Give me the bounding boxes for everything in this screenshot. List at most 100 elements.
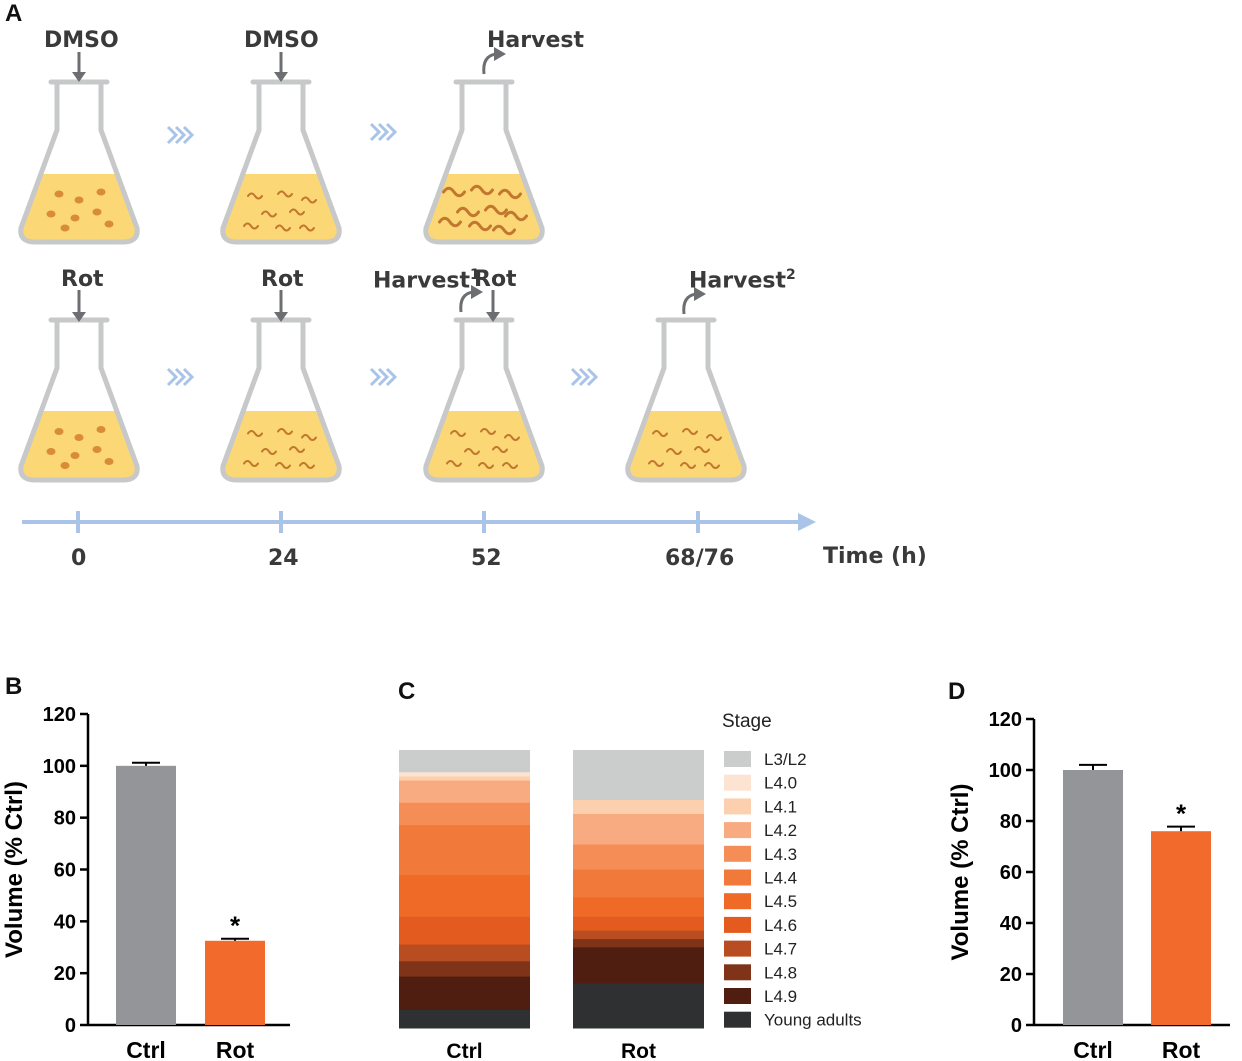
flask-label-dmso-1: DMSO <box>44 28 119 53</box>
chart-c-segment-ctrl-l4-8 <box>399 961 530 978</box>
worm-icon <box>301 434 317 441</box>
chevron-icon <box>369 367 382 387</box>
worm-icon <box>504 434 520 441</box>
chevron-icon <box>182 367 195 387</box>
chart-b-ylabel: Volume (% Ctrl) <box>1 781 28 958</box>
rot-arrow-2 <box>274 312 288 322</box>
chart-d-ytick-label: 20 <box>1000 964 1022 986</box>
chart-c-segment-ctrl-l4-5 <box>399 875 530 918</box>
egg-icon <box>70 452 80 459</box>
chart-c-legend-swatch <box>724 869 751 886</box>
chart-d-ylabel: Volume (% Ctrl) <box>947 784 974 961</box>
flask-liquid <box>427 411 541 478</box>
chart-c-legend-swatch <box>724 988 751 1004</box>
chevron-icon <box>377 122 390 142</box>
worm-icon <box>438 216 462 228</box>
chart-c-legend-swatch <box>724 916 751 933</box>
worm-icon <box>704 462 720 469</box>
flask-label-dmso-2: DMSO <box>244 28 319 53</box>
chevron-icon <box>385 122 398 142</box>
flask-label-rot-2: Rot <box>261 267 304 292</box>
worm-icon <box>648 460 664 467</box>
egg-icon <box>104 458 114 465</box>
worm-icon <box>247 430 263 437</box>
chevron-icon <box>377 367 390 387</box>
chart-c-segment-rot-young-adults <box>573 983 704 1029</box>
chart-c-segment-rot-l4-3 <box>573 844 704 871</box>
worm-icon <box>247 192 263 200</box>
chart-c-segment-ctrl-l4-4 <box>399 825 530 876</box>
worm-icon <box>706 434 722 441</box>
chart-c-legend-label: L4.5 <box>764 892 797 911</box>
chart-c-legend-label: L4.9 <box>764 987 797 1006</box>
dmso-arrow-2 <box>274 72 288 82</box>
worm-icon <box>480 428 496 435</box>
harvest-arrow <box>494 47 506 61</box>
chart-c-legend-swatch <box>724 964 751 981</box>
rot-arrow-1 <box>72 312 86 322</box>
chevron-bottom-1 <box>166 367 195 387</box>
chart-b-bar-ctrl <box>116 765 176 1025</box>
chart-b-significance-rot: * <box>230 911 241 941</box>
flask-bottom-68 <box>625 317 747 483</box>
chevron-top-2 <box>369 122 398 142</box>
egg-icon <box>92 208 102 216</box>
flask-liquid <box>224 411 338 478</box>
time-axis-arrowhead <box>798 513 816 531</box>
chart-c-legend-label: L3/L2 <box>764 750 807 769</box>
chart-d-ytick-label: 100 <box>989 760 1022 782</box>
chart-c-category-rot: Rot <box>621 1040 656 1061</box>
worm-icon <box>502 462 518 469</box>
chart-c-legend-title: Stage <box>722 711 772 732</box>
chart-c-legend-swatch <box>724 751 751 767</box>
flask-liquid <box>427 174 541 240</box>
chevron-bottom-2 <box>369 367 398 387</box>
chart-c-legend-label: L4.8 <box>764 963 797 982</box>
chart-c-legend-label: L4.6 <box>764 916 797 935</box>
worm-icon <box>261 448 277 455</box>
time-tick-0: 0 <box>71 546 87 571</box>
chevron-bottom-3 <box>570 367 599 387</box>
worm-icon <box>470 184 494 196</box>
chart-c-segment-ctrl-l4-3 <box>399 802 530 826</box>
dmso-arrow-1 <box>72 72 86 82</box>
chart-c-segment-ctrl-l4-7 <box>399 944 530 962</box>
worm-icon <box>478 462 494 469</box>
worm-icon <box>277 190 293 198</box>
chevron-icon <box>174 367 187 387</box>
worm-icon <box>694 446 710 453</box>
chart-b-ytick-label: 60 <box>54 860 76 882</box>
chevron-top-1 <box>166 125 195 145</box>
flask-bottom-24 <box>220 317 342 483</box>
worm-icon <box>442 186 466 198</box>
worm-icon <box>261 210 277 218</box>
worm-icon <box>682 428 698 435</box>
chart-c-segment-ctrl-l4-1 <box>399 776 530 782</box>
chart-c-category-ctrl: Ctrl <box>446 1040 482 1061</box>
worm-icon <box>450 430 466 437</box>
harvest1-arrow-shaft <box>459 290 474 313</box>
flask-outline <box>18 320 140 483</box>
egg-icon <box>54 428 64 435</box>
egg-icon <box>74 196 84 204</box>
time-tick-68-76: 68/76 <box>665 546 735 571</box>
flask-liquid <box>224 174 338 240</box>
chart-b-ytick-label: 0 <box>65 1015 76 1037</box>
worm-icon <box>666 448 682 455</box>
worm-icon <box>492 224 516 236</box>
chart-d-ytick-label: 60 <box>1000 862 1022 884</box>
time-tick-52: 52 <box>471 546 502 571</box>
harvest1-arrow <box>471 285 483 299</box>
experiment-schema <box>18 47 816 533</box>
chart-b-ytick-label: 120 <box>43 704 76 726</box>
harvest2-arrow-shaft <box>682 292 697 315</box>
chart-c-segment-ctrl-l4-6 <box>399 916 530 946</box>
flask-outline <box>625 320 747 483</box>
egg-icon <box>46 448 56 455</box>
chart-c-segment-rot-l4-2 <box>573 813 704 846</box>
chart-c-legend-swatch <box>724 845 751 862</box>
egg-icon <box>70 214 80 222</box>
